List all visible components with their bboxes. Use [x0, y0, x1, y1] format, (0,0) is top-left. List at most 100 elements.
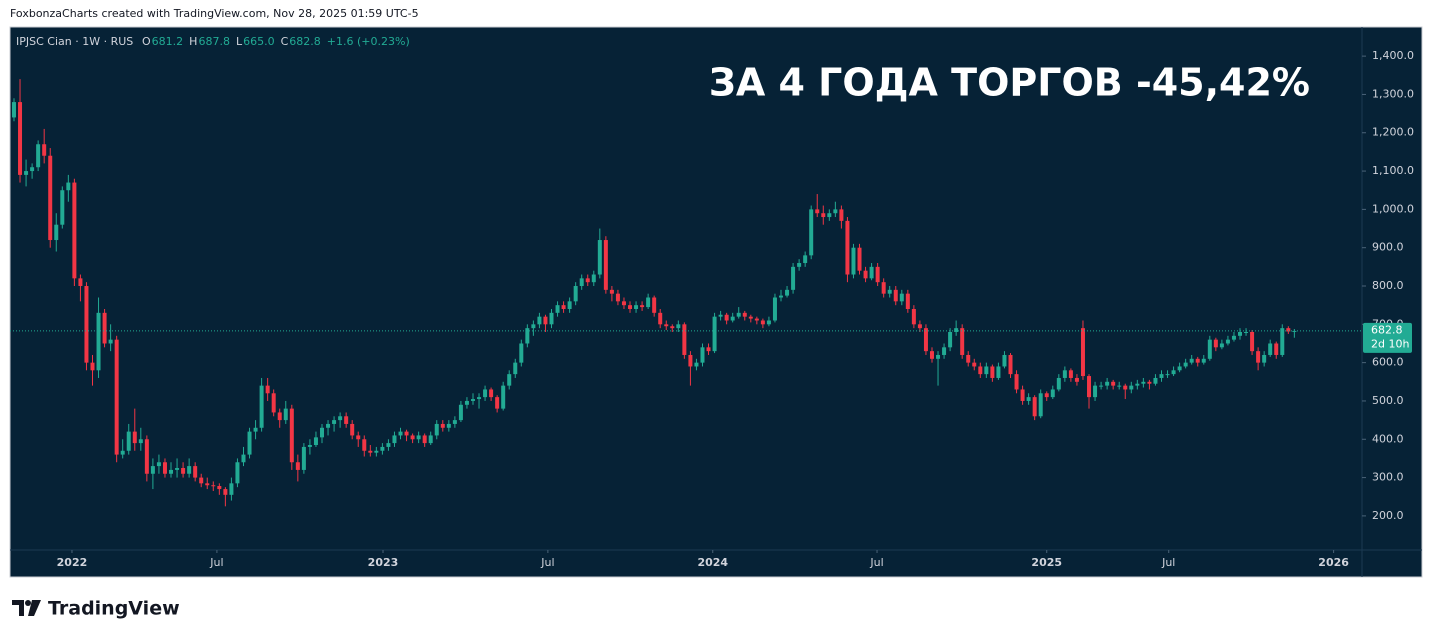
- candle-body: [966, 354, 971, 363]
- logo-icon: [28, 600, 41, 616]
- legend-value: 665.0: [243, 35, 275, 48]
- candle-body: [1171, 370, 1176, 375]
- candle-body: [416, 435, 421, 440]
- candle-body: [1177, 366, 1182, 371]
- candle-body: [132, 431, 137, 444]
- candle-body: [634, 305, 639, 309]
- candle-body: [676, 324, 681, 329]
- footer-brand: TradingView: [48, 598, 180, 620]
- candle-body: [410, 435, 415, 440]
- candle-body: [36, 144, 41, 168]
- x-tick-label: Jul: [869, 556, 883, 569]
- candle-body: [48, 155, 53, 241]
- candle-body: [199, 477, 204, 484]
- candle-body: [313, 437, 318, 446]
- candle-body: [440, 423, 445, 428]
- candle-body: [344, 416, 349, 424]
- x-tick-label: 2025: [1031, 556, 1062, 569]
- candle-body: [247, 431, 252, 455]
- candle-body: [398, 431, 403, 436]
- candle-body: [126, 431, 131, 451]
- candle-body: [960, 328, 965, 355]
- candle-body: [42, 144, 47, 156]
- candle-body: [24, 171, 29, 175]
- candle-body: [277, 412, 282, 421]
- candle-body: [531, 324, 536, 329]
- legend-value: 682.8: [289, 35, 321, 48]
- candle-body: [483, 389, 488, 398]
- candle-body: [519, 343, 524, 363]
- candle-body: [259, 385, 264, 428]
- legend-key: O: [142, 35, 151, 48]
- x-tick-label: Jul: [1161, 556, 1175, 569]
- candle-body: [1099, 385, 1104, 387]
- candle-body: [929, 351, 934, 359]
- candle-body: [30, 167, 35, 172]
- candle-body: [923, 328, 928, 352]
- candle-body: [380, 446, 385, 451]
- candle-body: [513, 362, 518, 375]
- candle-body: [760, 320, 765, 325]
- candle-body: [1141, 381, 1146, 384]
- candle-body: [66, 182, 71, 191]
- candle-body: [162, 462, 167, 474]
- candle-body: [1020, 389, 1025, 401]
- candle-body: [1165, 374, 1170, 376]
- candle-body: [1068, 370, 1073, 378]
- legend-change: +1.6 (+0.23%): [327, 35, 410, 48]
- candle-body: [54, 224, 59, 241]
- candle-body: [772, 297, 777, 321]
- candle-body: [579, 278, 584, 287]
- candle-body: [845, 220, 850, 275]
- y-tick-label: 1,300.0: [1372, 87, 1414, 100]
- legend-key: H: [189, 35, 197, 48]
- candle-body: [549, 312, 554, 325]
- candle-body: [434, 423, 439, 436]
- last-price-badge: [1363, 322, 1412, 353]
- candle-body: [700, 347, 705, 363]
- candle-body: [1056, 377, 1061, 390]
- candle-body: [1231, 335, 1236, 340]
- candle-body: [664, 324, 669, 327]
- candle-body: [150, 466, 155, 474]
- candle-body: [736, 312, 741, 317]
- candle-body: [1286, 328, 1291, 332]
- candle-body: [815, 209, 820, 214]
- candle-body: [138, 439, 143, 444]
- candle-body: [609, 289, 614, 294]
- y-tick-label: 500.0: [1372, 394, 1404, 407]
- x-tick-label: Jul: [209, 556, 223, 569]
- candle-body: [501, 385, 506, 409]
- candle-body: [332, 420, 337, 424]
- candle-body: [1250, 331, 1255, 352]
- candle-body: [169, 469, 174, 474]
- candle-body: [1159, 374, 1164, 378]
- candle-body: [899, 293, 904, 302]
- candle-body: [60, 190, 65, 225]
- candle-body: [851, 247, 856, 275]
- candle-body: [809, 209, 814, 256]
- candle-body: [1213, 339, 1218, 348]
- candle-body: [990, 366, 995, 378]
- candle-body: [615, 293, 620, 302]
- y-tick-label: 800.0: [1372, 279, 1404, 292]
- candle-body: [175, 468, 180, 470]
- y-tick-label: 900.0: [1372, 241, 1404, 254]
- candle-body: [156, 462, 161, 467]
- candle-body: [658, 312, 663, 325]
- candle-body: [652, 297, 657, 313]
- candle-body: [1201, 358, 1206, 363]
- candle-body: [84, 286, 89, 363]
- candle-body: [507, 374, 512, 386]
- candle-body: [1008, 354, 1013, 375]
- candle-body: [766, 320, 771, 325]
- y-tick-label: 1,200.0: [1372, 126, 1414, 139]
- candle-body: [114, 339, 119, 455]
- candle-body: [211, 485, 216, 487]
- candle-body: [803, 255, 808, 264]
- candle-body: [464, 400, 469, 405]
- candle-body: [646, 297, 651, 308]
- candle-body: [936, 354, 941, 359]
- y-tick-label: 200.0: [1372, 509, 1404, 522]
